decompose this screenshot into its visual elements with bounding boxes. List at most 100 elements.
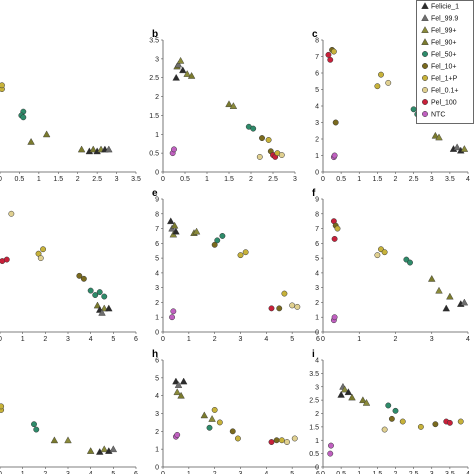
y-tick-label: 4 — [315, 358, 319, 365]
data-point — [460, 145, 469, 152]
y-tick-label: 1 — [315, 153, 319, 160]
x-tick-label: 4 — [466, 471, 470, 474]
data-point — [105, 304, 113, 312]
legend-marker — [422, 51, 428, 57]
scatter-panel-9: 00.511.522.533.5400.511.522.533.54i — [309, 349, 470, 474]
legend-label: Pel_100 — [431, 100, 457, 107]
data-point — [284, 439, 290, 445]
x-tick-label: 2 — [394, 176, 398, 183]
data-point — [179, 66, 187, 74]
y-tick-label: 3.5 — [149, 38, 159, 45]
x-tick-label: 6 — [134, 471, 138, 474]
x-tick-label: 5 — [290, 336, 294, 343]
legend-item: Fel_50+ — [422, 51, 457, 59]
data-point — [100, 445, 109, 453]
legend-item: NTC — [422, 111, 445, 119]
data-point — [453, 143, 461, 151]
data-point — [289, 302, 296, 309]
panel-label: f — [312, 188, 316, 199]
data-point — [435, 133, 443, 141]
data-point — [348, 393, 356, 401]
y-tick-label: 4 — [155, 270, 159, 277]
data-point — [40, 246, 47, 253]
y-tick-label: 2 — [155, 429, 159, 436]
x-tick-label: 2 — [213, 471, 217, 474]
x-tick-label: 0 — [161, 336, 165, 343]
x-tick-label: 4 — [466, 176, 470, 183]
data-point — [176, 56, 185, 64]
y-tick-label: 0.5 — [149, 151, 159, 158]
data-point — [273, 437, 280, 444]
data-point — [460, 298, 469, 306]
x-tick-label: 3 — [115, 176, 119, 183]
data-point — [385, 79, 392, 86]
data-point — [359, 396, 367, 404]
x-tick-label: 0 — [321, 336, 325, 343]
data-point — [174, 431, 181, 438]
scatter-panel-4: 0 1 2 3 4 5 6 — [0, 210, 138, 343]
y-tick-label: 0 — [315, 330, 319, 337]
legend-item: Felicie_1 — [421, 2, 459, 11]
legend-item: Pel_100 — [422, 99, 457, 107]
data-point — [431, 131, 440, 139]
y-tick-label: 4 — [155, 393, 159, 400]
data-point — [173, 388, 181, 396]
x-tick-label: 0 — [0, 176, 2, 183]
data-point — [98, 308, 106, 316]
legend-label: Fel_10+ — [431, 64, 457, 71]
x-tick-label: 4 — [264, 336, 268, 343]
y-tick-label: 2 — [155, 94, 159, 101]
data-point — [281, 290, 288, 297]
data-point — [328, 442, 334, 449]
x-tick-label: 3 — [239, 471, 243, 474]
legend-label: Felicie_1 — [431, 4, 459, 11]
panel-label: b — [152, 29, 158, 40]
data-point — [170, 221, 179, 229]
scatter-panel-6: 0 1 2 3 4 0 1 2 3 4 5 6 7 8 9f — [312, 188, 470, 343]
data-point — [77, 145, 86, 153]
x-tick-label: 5 — [111, 336, 115, 343]
data-point — [331, 235, 338, 242]
x-tick-label: 4 — [89, 336, 93, 343]
data-point — [457, 418, 464, 425]
x-tick-label: 1 — [205, 176, 209, 183]
data-point — [174, 60, 183, 68]
x-tick-label: 6 — [316, 336, 320, 343]
data-point — [33, 426, 40, 433]
panel-label: i — [312, 349, 315, 360]
data-point — [96, 289, 103, 296]
x-tick-label: 3.5 — [445, 471, 455, 474]
legend-label: Fel_99.9 — [431, 16, 458, 23]
data-point — [374, 83, 381, 90]
data-point — [334, 225, 341, 232]
x-tick-label: 3 — [66, 336, 70, 343]
y-tick-label: 7 — [315, 54, 319, 61]
scatter-panel-2: 0 0.5 1 1.5 2 2.5 3 0 0.5 1 1.5 2 2.5 3 3.5b — [149, 29, 297, 183]
x-tick-label: 0 — [0, 336, 2, 343]
x-tick-label: 1.5 — [224, 176, 234, 183]
data-point — [229, 428, 236, 435]
data-point — [256, 153, 263, 160]
x-tick-label: 0.5 — [336, 471, 346, 474]
x-tick-label: 2 — [43, 336, 47, 343]
data-point — [435, 286, 443, 294]
y-tick-label: 1 — [315, 438, 319, 445]
y-tick-label: 2 — [155, 300, 159, 307]
x-tick-label: 1 — [187, 471, 191, 474]
y-tick-label: 9 — [315, 197, 319, 204]
x-tick-label: 0.5 — [336, 176, 346, 183]
x-tick-label: 2 — [394, 471, 398, 474]
x-tick-label: 2.5 — [92, 176, 102, 183]
data-point — [276, 305, 283, 312]
x-tick-label: 1 — [357, 471, 361, 474]
data-point — [187, 72, 196, 79]
y-tick-label: 0 — [155, 170, 159, 177]
y-tick-label: 2 — [315, 411, 319, 418]
y-tick-label: 3 — [155, 411, 159, 418]
legend-item: Fel_99+ — [421, 26, 457, 35]
y-tick-label: 7 — [315, 226, 319, 233]
y-tick-label: 6 — [315, 241, 319, 248]
data-point — [8, 210, 15, 217]
legend-marker — [422, 63, 428, 69]
